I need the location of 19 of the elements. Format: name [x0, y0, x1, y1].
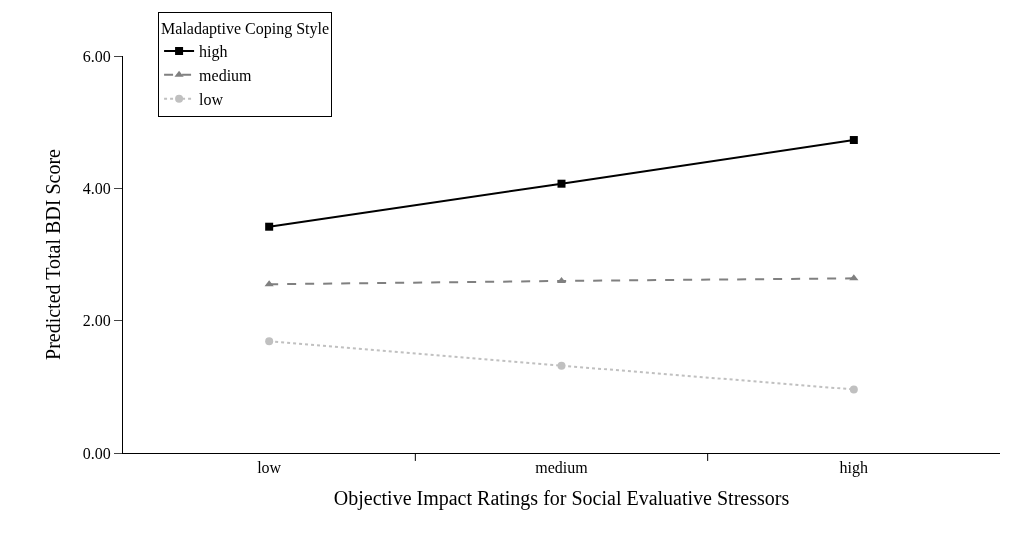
point [265, 222, 274, 231]
point [557, 179, 566, 188]
x-axis-title: Objective Impact Ratings for Social Evaluative Stressors [333, 486, 790, 510]
x-tick-label: low [257, 459, 282, 477]
point [849, 136, 858, 145]
x-tick-label: medium [535, 459, 589, 477]
legend-label: medium [199, 67, 253, 85]
y-tick-label: 2.00 [82, 312, 111, 330]
point [849, 385, 858, 394]
legend-label: high [199, 43, 228, 62]
legend-title: Maladaptive Coping Style [161, 20, 330, 39]
y-axis-title: Predicted Total BDI Score [42, 148, 65, 360]
y-tick-label: 0.00 [82, 444, 111, 462]
y-tick-label: 6.00 [82, 47, 111, 65]
point [557, 361, 566, 370]
point [265, 337, 274, 346]
legend-label: low [199, 90, 224, 108]
y-tick-label: 4.00 [82, 179, 111, 197]
x-tick-label: high [839, 459, 869, 478]
